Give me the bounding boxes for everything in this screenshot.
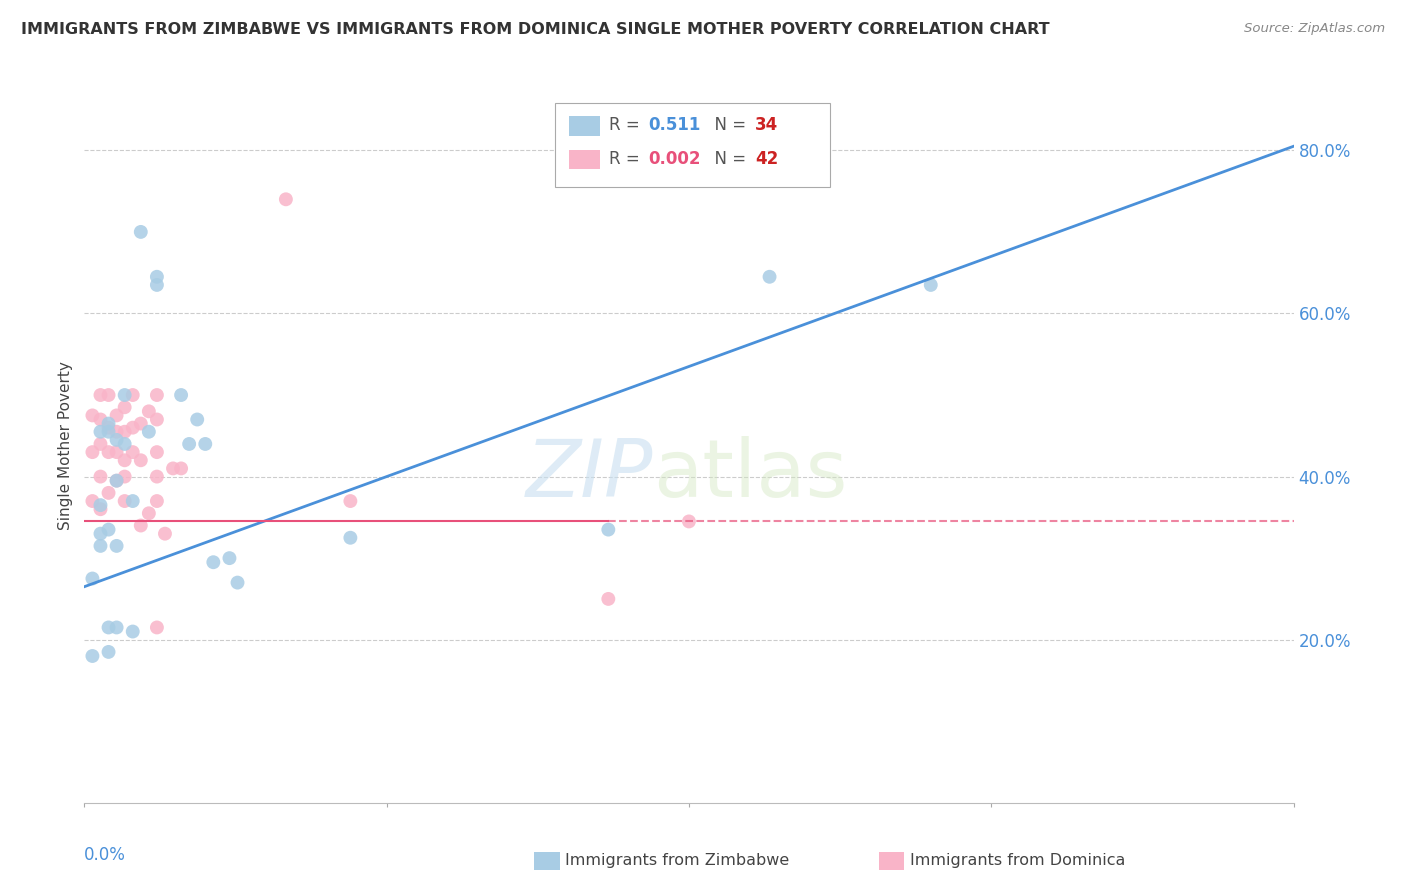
Point (129, 453, 152, 467)
Point (82, 494, 104, 508)
Point (89, 437, 111, 451)
Point (218, 551, 240, 566)
Text: Immigrants from Zimbabwe: Immigrants from Zimbabwe (565, 854, 789, 868)
Point (146, 469, 169, 483)
Point (146, 269, 169, 284)
Text: 34: 34 (755, 116, 779, 134)
Point (89, 425, 111, 439)
Point (97, 420, 120, 434)
Point (82, 572, 104, 586)
Text: Immigrants from Dominica: Immigrants from Dominica (910, 854, 1125, 868)
Point (146, 445, 169, 459)
Point (97, 523, 120, 537)
Point (339, 531, 361, 545)
Point (114, 437, 136, 451)
Point (105, 474, 128, 488)
Point (678, 515, 700, 529)
Point (194, 437, 217, 451)
Point (186, 412, 208, 426)
Point (114, 453, 136, 467)
Point (138, 404, 160, 418)
Point (82, 409, 104, 423)
Point (146, 277, 169, 292)
Point (121, 494, 143, 508)
Point (97, 417, 120, 431)
Point (97, 425, 120, 439)
Text: 42: 42 (755, 150, 779, 168)
Point (129, 518, 152, 533)
Point (114, 425, 136, 439)
Text: R =: R = (609, 150, 645, 168)
Text: 0.002: 0.002 (648, 150, 700, 168)
Point (89, 526, 111, 541)
Point (89, 469, 111, 483)
Point (105, 445, 128, 459)
Point (758, 269, 780, 284)
Point (114, 494, 136, 508)
Point (89, 502, 111, 516)
Point (97, 445, 120, 459)
Point (129, 417, 152, 431)
Point (138, 506, 160, 520)
Point (138, 425, 160, 439)
Point (170, 388, 193, 402)
Text: 0.0%: 0.0% (84, 846, 127, 863)
Point (105, 433, 128, 447)
Point (146, 494, 169, 508)
Text: IMMIGRANTS FROM ZIMBABWE VS IMMIGRANTS FROM DOMINICA SINGLE MOTHER POVERTY CORRE: IMMIGRANTS FROM ZIMBABWE VS IMMIGRANTS F… (21, 22, 1050, 37)
Point (114, 469, 136, 483)
Text: N =: N = (704, 150, 752, 168)
Point (179, 437, 201, 451)
Point (105, 620, 128, 634)
Y-axis label: Single Mother Poverty: Single Mother Poverty (58, 361, 73, 531)
Point (97, 388, 120, 402)
Text: atlas: atlas (652, 435, 846, 514)
Point (105, 409, 128, 423)
Point (202, 555, 225, 569)
Text: R =: R = (609, 116, 645, 134)
Text: Source: ZipAtlas.com: Source: ZipAtlas.com (1244, 22, 1385, 36)
Point (82, 648, 104, 663)
Point (146, 620, 169, 634)
Point (121, 388, 143, 402)
Point (105, 474, 128, 488)
Point (146, 412, 169, 426)
Point (89, 388, 111, 402)
Text: N =: N = (704, 116, 752, 134)
Point (153, 526, 176, 541)
Point (121, 445, 143, 459)
Point (105, 539, 128, 553)
Point (105, 425, 128, 439)
Text: ZIP: ZIP (526, 435, 652, 514)
Point (598, 591, 620, 606)
Point (146, 388, 169, 402)
Point (97, 486, 120, 500)
Point (82, 445, 104, 459)
Point (274, 192, 297, 206)
Point (226, 575, 249, 590)
Point (114, 388, 136, 402)
Point (170, 461, 193, 475)
Point (97, 645, 120, 659)
Point (162, 461, 184, 475)
Point (114, 401, 136, 415)
Point (89, 412, 111, 426)
Point (920, 277, 942, 292)
Point (89, 539, 111, 553)
Text: 0.511: 0.511 (648, 116, 700, 134)
Point (121, 420, 143, 434)
Point (89, 498, 111, 512)
Point (598, 523, 620, 537)
Point (121, 624, 143, 639)
Point (129, 225, 152, 239)
Point (339, 494, 361, 508)
Point (97, 620, 120, 634)
